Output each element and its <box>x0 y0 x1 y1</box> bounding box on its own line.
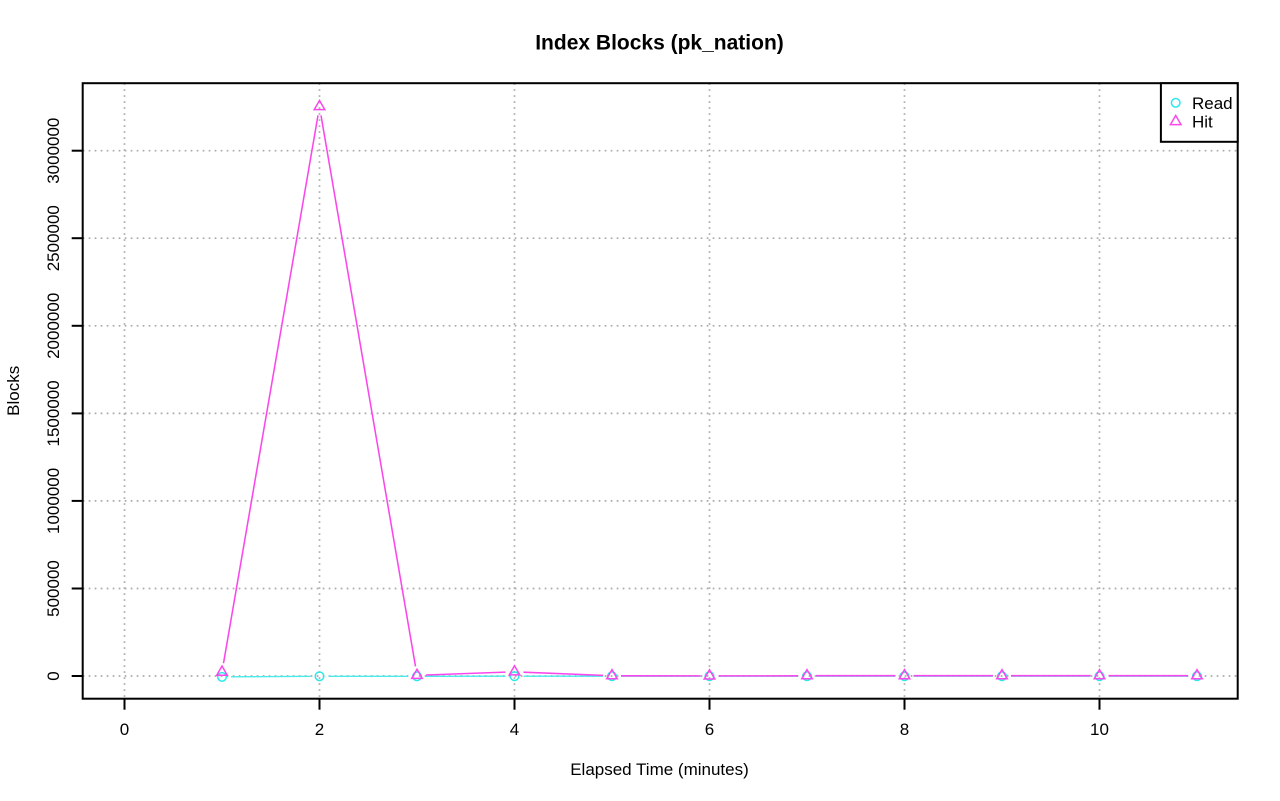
svg-text:1500000: 1500000 <box>44 380 63 446</box>
svg-text:4: 4 <box>510 720 519 739</box>
svg-text:Blocks: Blocks <box>4 366 23 416</box>
svg-text:Hit: Hit <box>1192 113 1213 132</box>
svg-text:500000: 500000 <box>44 560 63 617</box>
svg-text:2500000: 2500000 <box>44 205 63 271</box>
svg-text:2000000: 2000000 <box>44 293 63 359</box>
svg-text:Index Blocks (pk_nation): Index Blocks (pk_nation) <box>535 31 784 54</box>
svg-text:6: 6 <box>705 720 714 739</box>
svg-text:0: 0 <box>120 720 129 739</box>
svg-text:8: 8 <box>900 720 909 739</box>
svg-text:Read: Read <box>1192 94 1233 113</box>
svg-text:2: 2 <box>315 720 324 739</box>
svg-text:10: 10 <box>1090 720 1109 739</box>
svg-text:3000000: 3000000 <box>44 118 63 184</box>
svg-text:0: 0 <box>44 671 63 680</box>
svg-text:Elapsed Time (minutes): Elapsed Time (minutes) <box>570 760 749 779</box>
svg-text:1000000: 1000000 <box>44 468 63 534</box>
